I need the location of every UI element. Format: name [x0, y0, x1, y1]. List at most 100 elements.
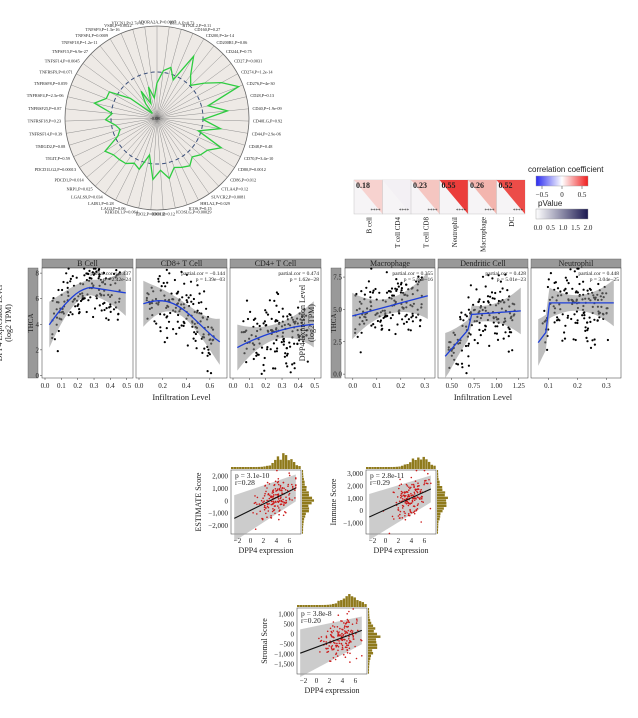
estimate-ytick: −1,000 [343, 519, 363, 527]
hist-right-bar [437, 531, 439, 534]
estimate-ytick: −2,000 [208, 522, 228, 530]
radar-axis-label: LAIR1,P=0.28 [88, 201, 114, 207]
scatter-point [254, 317, 257, 320]
scatter-point [175, 332, 178, 335]
estimate-point [391, 515, 394, 518]
heatmap-stars: **** [456, 209, 467, 214]
estimate-point [341, 620, 343, 622]
hist-right-bar [437, 494, 445, 497]
estimate-point [404, 512, 406, 515]
hist-top-bar [241, 467, 245, 469]
radar-axis-label: CD276,P=4e-30 [247, 81, 275, 87]
estimate-point [400, 496, 402, 499]
scatter-point [263, 320, 266, 323]
estimate-point [342, 635, 344, 637]
scatter-point [385, 271, 388, 274]
scatter-point [265, 311, 268, 314]
scatter-point [390, 287, 394, 290]
partial-cor: partial.cor = 0.428 [485, 271, 526, 277]
scatter-point [182, 324, 185, 327]
estimate-point [398, 500, 401, 503]
hist-right-bar [368, 665, 370, 669]
timer-ylabel: DPP4 Expression Level [298, 284, 307, 361]
estimate-point [291, 485, 294, 488]
scatter-point [79, 299, 83, 303]
scatter-point [405, 320, 408, 324]
scatter-point [385, 291, 389, 294]
scatter-point [576, 321, 579, 325]
timer-xlabel: Infiltration Level [152, 392, 211, 402]
hist-top-bar [239, 467, 242, 469]
scatter-point [260, 372, 263, 375]
scatter-point [572, 338, 575, 341]
estimate-point [291, 483, 293, 486]
hist-right-bar [437, 480, 440, 484]
xtick-label: 0.0 [41, 382, 50, 390]
panel-title: Neutrophil [559, 259, 594, 268]
heatmap-legend: correlation coefficient −0.5 0 0.5 pValue … [528, 165, 604, 232]
estimate-point [330, 646, 333, 648]
estimate-point [400, 492, 403, 495]
estimate-point [404, 502, 407, 504]
estimate-point [413, 505, 416, 508]
scatter-point [71, 313, 74, 316]
estimate-point [405, 491, 407, 494]
partial-p: p = 5.01e−23 [497, 277, 527, 283]
estimate-point [265, 512, 267, 515]
scatter-point [169, 311, 172, 315]
estimate-point [348, 635, 350, 638]
scatter-point [276, 319, 279, 322]
estimate-point [336, 642, 338, 645]
radar-spoke [150, 117, 158, 210]
scatter-point [469, 284, 472, 287]
scatter-point [56, 350, 59, 353]
estimate-point [272, 491, 275, 494]
estimate-point [420, 521, 423, 523]
estimate-point [276, 469, 278, 472]
scatter-point [165, 327, 168, 330]
scatter-point [465, 372, 468, 375]
estimate-point [417, 496, 419, 499]
radar-axis-label: CD40LG,P=0.92 [253, 119, 282, 125]
scatter-point [482, 300, 485, 304]
scatter-point [591, 339, 594, 342]
scatter-point [556, 287, 560, 290]
scatter-point [382, 316, 385, 320]
estimate-point [419, 490, 422, 493]
estimate-point [346, 652, 349, 654]
scatter-point [296, 342, 299, 345]
scatter-point [283, 355, 286, 358]
legend-tick-label: 0.5 [578, 191, 587, 199]
estimate-point [277, 483, 280, 486]
estimate-point [347, 644, 350, 646]
scatter-point [464, 313, 467, 316]
estimate-point [422, 501, 425, 504]
scatter-point [89, 296, 92, 299]
scatter-point [478, 321, 481, 324]
estimate-ylabel: ESTIMATE Score [194, 472, 203, 531]
estimate-point [396, 496, 399, 498]
estimate-point [268, 483, 271, 485]
estimate-point [325, 635, 328, 637]
scatter-point [496, 338, 500, 341]
estimate-r: r=0.29 [370, 478, 390, 487]
scatter-point [574, 338, 577, 342]
scatter-point [266, 348, 269, 351]
hist-right-bar [437, 528, 439, 532]
scatter-point [242, 320, 245, 323]
hist-right-bar [302, 502, 312, 505]
hist-top-bar [279, 459, 282, 469]
hist-top-bar [334, 603, 338, 607]
scatter-point [85, 310, 88, 314]
hist-top-bar [295, 465, 299, 469]
heatmap-stars: **** [371, 209, 382, 214]
radar-spoke [156, 29, 182, 119]
estimate-point [418, 485, 420, 487]
scatter-point [507, 350, 510, 353]
scatter-point [252, 357, 255, 361]
xtick-label: 0.3 [420, 382, 429, 390]
fit-line [143, 300, 221, 343]
estimate-group: p = 3.1e-10r=0.28 −2,000 −1,000 0 1,000 2,000… [194, 453, 448, 695]
estimate-point [266, 481, 269, 484]
estimate-ytick: 2,000 [212, 473, 228, 481]
